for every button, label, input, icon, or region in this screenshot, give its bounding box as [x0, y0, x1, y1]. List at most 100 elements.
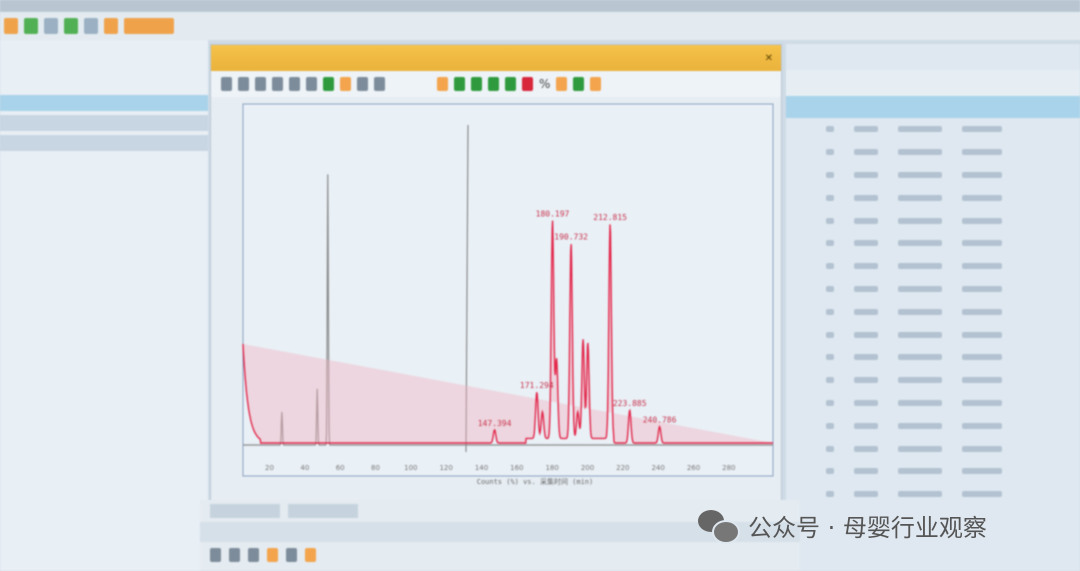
table-header — [786, 70, 1080, 96]
peak-tool[interactable] — [522, 77, 533, 91]
x-tick-label: 180 — [545, 464, 558, 472]
table-cell — [854, 399, 878, 406]
tool-button[interactable] — [272, 77, 283, 91]
second-chart-window — [200, 500, 800, 571]
table-row[interactable] — [786, 483, 1080, 506]
table-row[interactable] — [786, 164, 1080, 187]
table-cell — [826, 285, 834, 292]
tool-button[interactable] — [210, 548, 221, 562]
tool-button[interactable] — [289, 77, 300, 91]
tool-button[interactable] — [305, 548, 316, 562]
tab[interactable] — [210, 504, 280, 518]
tool-button[interactable] — [340, 77, 351, 91]
left-panel-row[interactable] — [0, 115, 208, 131]
tool-button[interactable] — [556, 77, 568, 91]
table-cell — [854, 468, 878, 475]
table-cell — [898, 171, 942, 178]
table-row[interactable] — [786, 460, 1080, 483]
tool-button[interactable] — [267, 548, 278, 562]
table-row[interactable] — [786, 141, 1080, 164]
table-cell — [826, 194, 834, 201]
x-tick-label: 60 — [336, 464, 345, 472]
toolbar-button-active[interactable] — [124, 18, 174, 34]
tool-button[interactable] — [573, 77, 585, 91]
cursor-line — [465, 124, 469, 453]
tool-button[interactable] — [238, 77, 249, 91]
undo-icon[interactable] — [357, 77, 368, 91]
table-cell — [854, 171, 878, 178]
table-row[interactable] — [786, 346, 1080, 369]
table-row[interactable] — [786, 186, 1080, 209]
table-row[interactable] — [786, 278, 1080, 301]
chromatogram-trace — [242, 220, 773, 444]
toolbar-button[interactable] — [84, 18, 98, 34]
close-icon[interactable]: ✕ — [764, 52, 773, 64]
peak-tool[interactable] — [471, 77, 482, 91]
table-row[interactable] — [786, 209, 1080, 232]
tool-button[interactable] — [221, 77, 232, 91]
x-tick-label: 220 — [616, 464, 629, 472]
table-cell — [962, 126, 1002, 133]
table-row[interactable] — [786, 255, 1080, 278]
table-row[interactable] — [786, 392, 1080, 415]
peak-label: 212.815 — [593, 213, 627, 222]
tool-button[interactable] — [255, 77, 266, 91]
table-row-selected[interactable] — [786, 96, 1080, 118]
tool-button[interactable] — [229, 548, 240, 562]
table-cell — [826, 468, 834, 475]
table-cell — [826, 149, 834, 156]
chromatogram-chart: 20 40 60 80 100 120 140 160 180 200 220 240 260 280 1… — [242, 103, 774, 486]
table-row[interactable] — [786, 118, 1080, 141]
peak-tool[interactable] — [505, 77, 516, 91]
table-cell — [898, 377, 942, 384]
table-cell — [826, 491, 834, 498]
peak-tool[interactable] — [454, 77, 465, 91]
reference-trace — [243, 174, 773, 446]
percent-button[interactable]: % — [539, 77, 551, 91]
left-panel-header — [0, 95, 208, 111]
x-tick-label: 160 — [510, 464, 523, 472]
table-cell — [962, 354, 1002, 361]
peak-tool[interactable] — [488, 77, 499, 91]
tool-button[interactable] — [286, 548, 297, 562]
table-cell — [898, 445, 942, 452]
table-row[interactable] — [786, 323, 1080, 346]
table-cell — [826, 126, 834, 133]
window-title-bar[interactable]: ✕ — [211, 45, 781, 71]
toolbar-button[interactable] — [104, 18, 118, 34]
left-panel-row[interactable] — [0, 135, 208, 151]
table-cell — [854, 240, 878, 247]
table-cell — [962, 399, 1002, 406]
table-panel-title — [786, 44, 1080, 70]
tool-button[interactable] — [437, 77, 448, 91]
toolbar-button[interactable] — [4, 18, 18, 34]
window-title-bar[interactable] — [200, 522, 800, 542]
table-cell — [898, 263, 942, 270]
table-row[interactable] — [786, 369, 1080, 392]
wechat-icon — [698, 509, 740, 544]
table-cell — [826, 422, 834, 429]
tool-button[interactable] — [306, 77, 317, 91]
tab[interactable] — [288, 504, 358, 518]
table-row[interactable] — [786, 437, 1080, 460]
table-row[interactable] — [786, 300, 1080, 323]
toolbar-button[interactable] — [24, 18, 38, 34]
table-cell — [826, 308, 834, 315]
toolbar-button[interactable] — [64, 18, 78, 34]
tool-button[interactable] — [248, 548, 259, 562]
table-cell — [854, 149, 878, 156]
menu-bar — [0, 0, 1080, 12]
x-tick-label: 40 — [300, 464, 309, 472]
peak-label: 240.786 — [643, 416, 677, 425]
table-row[interactable] — [786, 232, 1080, 255]
tool-button[interactable] — [323, 77, 334, 91]
redo-icon[interactable] — [374, 77, 385, 91]
table-cell — [962, 377, 1002, 384]
table-cell — [854, 263, 878, 270]
peak-label: 190.732 — [554, 233, 588, 242]
toolbar-button[interactable] — [44, 18, 58, 34]
table-row[interactable] — [786, 414, 1080, 437]
tool-button[interactable] — [590, 77, 602, 91]
table-cell — [962, 194, 1002, 201]
